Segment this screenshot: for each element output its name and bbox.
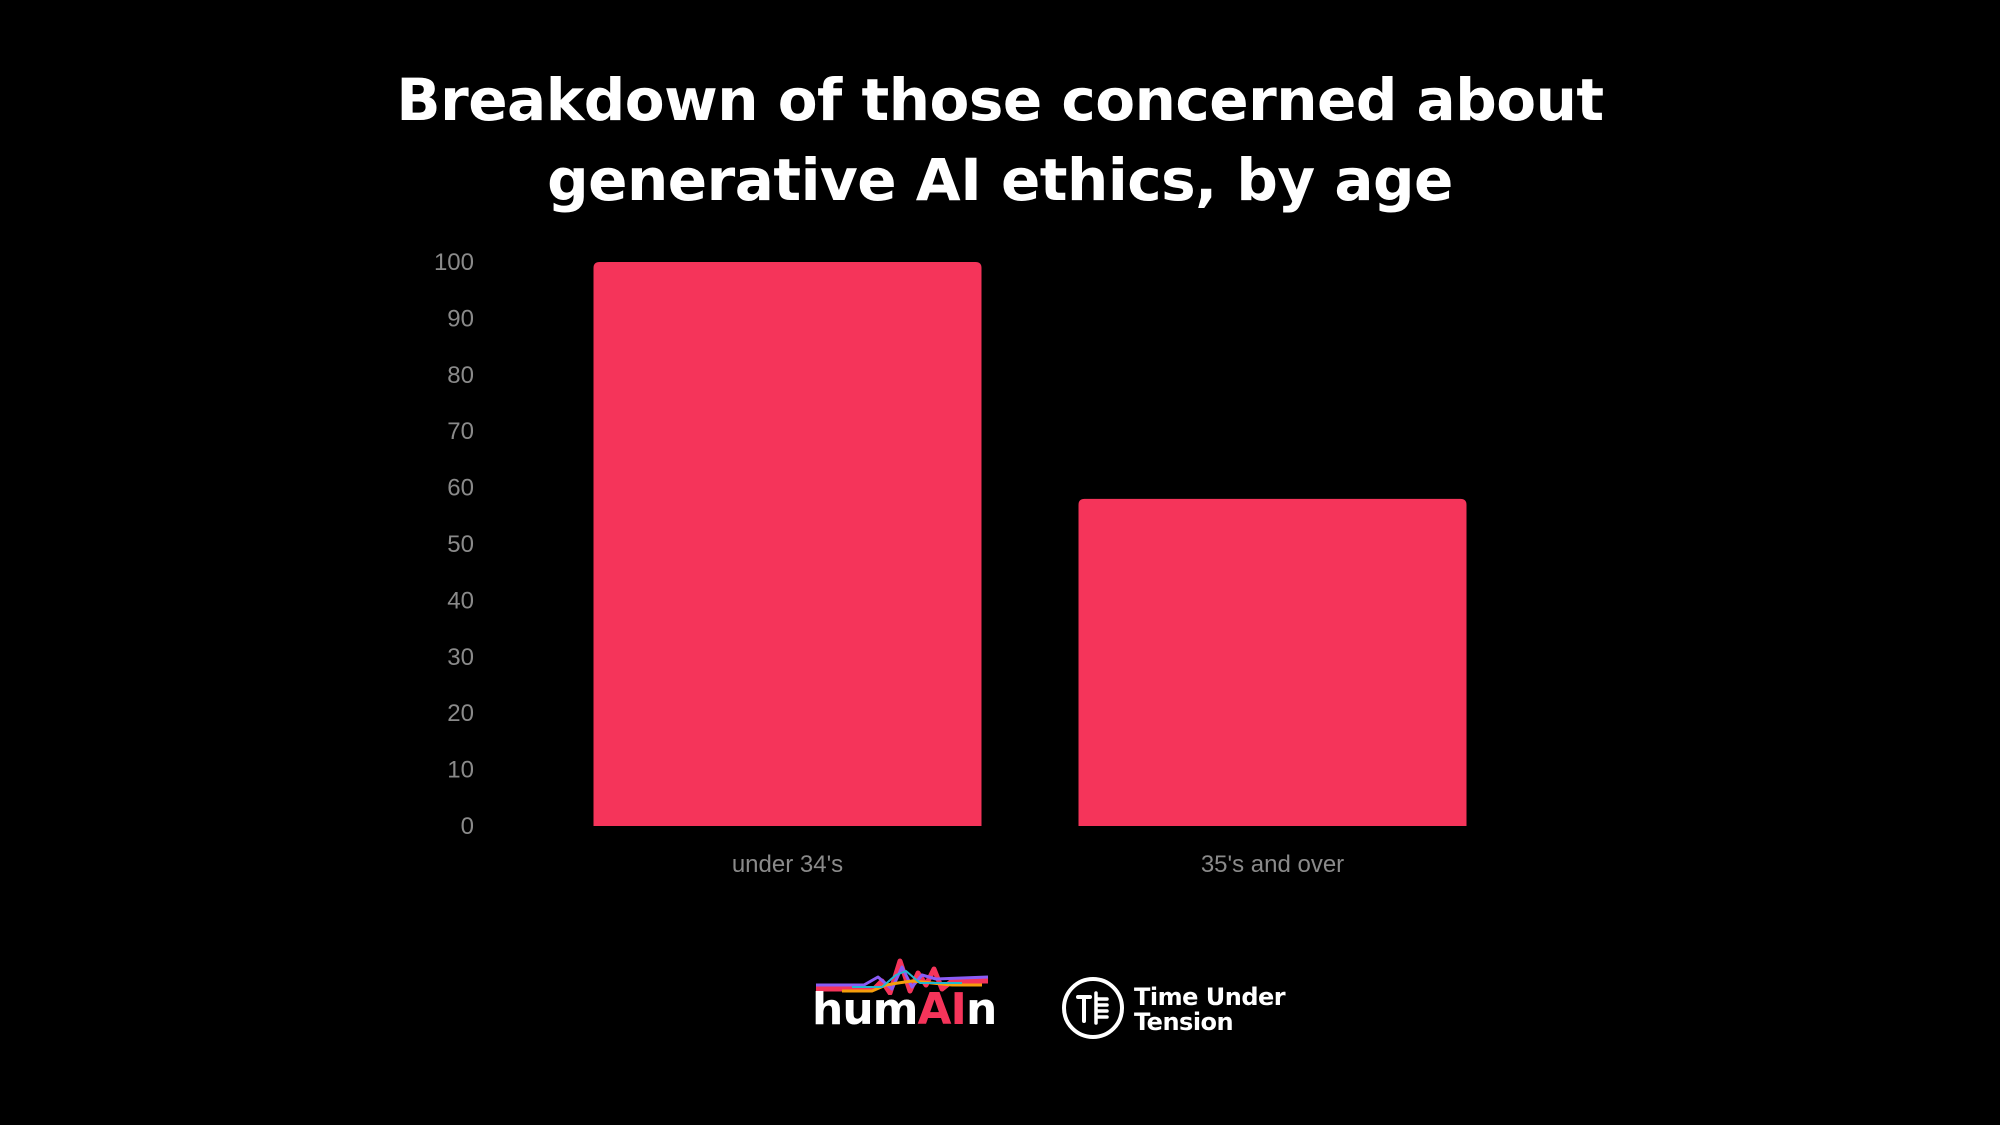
time-under-tension-line-2: Tension bbox=[1134, 1008, 1234, 1036]
x-category-label: under 34's bbox=[732, 851, 843, 878]
y-tick-label: 0 bbox=[461, 813, 474, 840]
time-under-tension-logo: Time Under Tension bbox=[1060, 975, 1300, 1045]
chart-title-line-1: Breakdown of those concerned about bbox=[396, 66, 1604, 134]
y-tick-label: 60 bbox=[447, 475, 474, 502]
chart-title: Breakdown of those concerned about gener… bbox=[0, 60, 2000, 220]
y-tick-label: 50 bbox=[447, 531, 474, 558]
y-tick-label: 70 bbox=[447, 418, 474, 445]
x-axis-labels: under 34's 35's and over bbox=[732, 851, 1344, 878]
bar-2 bbox=[1078, 498, 1467, 826]
time-under-tension-icon bbox=[1062, 977, 1124, 1039]
y-tick-label: 40 bbox=[447, 587, 474, 614]
time-under-tension-line-1: Time Under bbox=[1134, 983, 1286, 1011]
humain-wordmark: humAIn bbox=[812, 984, 997, 1035]
y-tick-label: 30 bbox=[447, 644, 474, 671]
bar-1 bbox=[593, 262, 982, 826]
y-tick-label: 100 bbox=[434, 249, 474, 276]
humain-wordmark-ai: AI bbox=[917, 984, 967, 1035]
y-tick-label: 10 bbox=[447, 757, 474, 784]
bars bbox=[593, 262, 1467, 826]
x-category-label: 35's and over bbox=[1201, 851, 1344, 878]
y-tick-label: 80 bbox=[447, 362, 474, 389]
time-under-tension-wordmark: Time Under Tension bbox=[1134, 983, 1286, 1036]
humain-wave-icon bbox=[816, 958, 989, 995]
y-tick-label: 90 bbox=[447, 305, 474, 332]
humain-logo: humAIn bbox=[812, 955, 997, 1035]
chart-title-line-2: generative AI ethics, by age bbox=[547, 146, 1453, 214]
y-axis-ticks: 0 10 20 30 40 50 60 70 80 90 100 bbox=[434, 249, 474, 840]
humain-wordmark-prefix: hum bbox=[812, 984, 918, 1035]
y-tick-label: 20 bbox=[447, 700, 474, 727]
humain-wordmark-suffix: n bbox=[965, 984, 997, 1035]
